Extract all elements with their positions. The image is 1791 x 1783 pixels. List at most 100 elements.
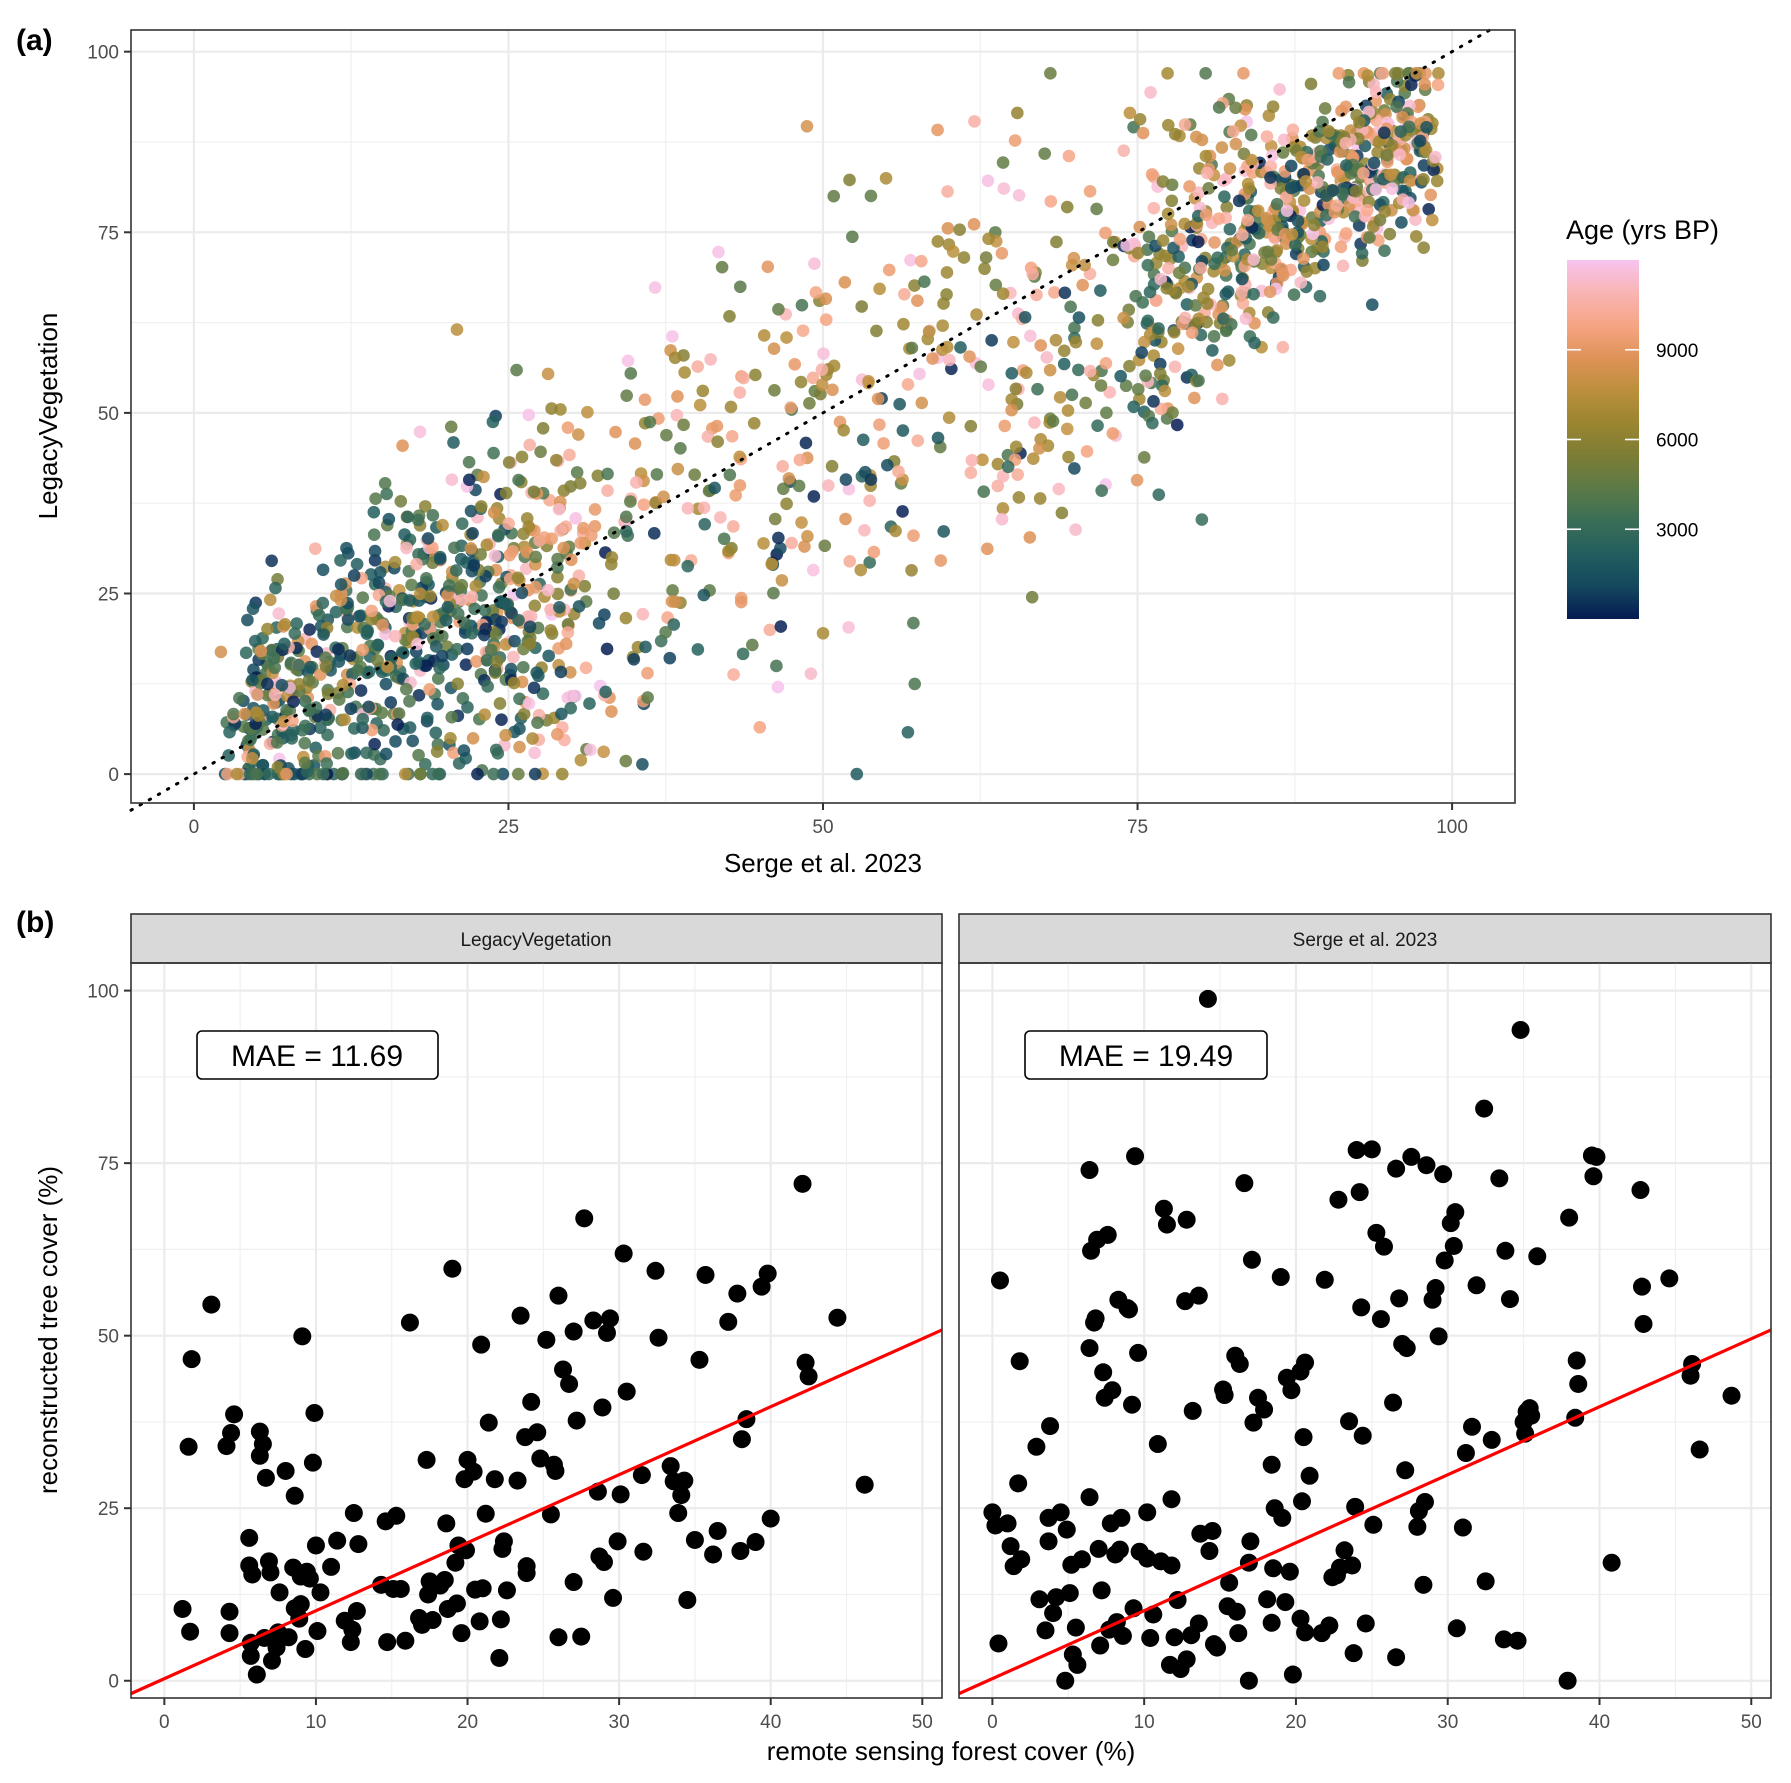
panel-a-point <box>1361 69 1375 82</box>
data-point <box>1157 1215 1176 1234</box>
data-point <box>1344 1644 1363 1663</box>
data-point <box>1098 1225 1117 1244</box>
panel-a-point <box>570 466 584 479</box>
data-point <box>1165 1628 1184 1647</box>
panel-a-point <box>825 459 839 473</box>
panel-a-point <box>1244 128 1258 142</box>
panel-a-point <box>858 523 871 537</box>
data-point <box>1047 1588 1066 1607</box>
colorbar-ticks: 3000 6000 9000 <box>1567 341 1698 541</box>
data-point <box>649 1328 668 1347</box>
panel-a-point <box>1095 484 1108 498</box>
panel-a-point <box>1038 147 1051 160</box>
panel-a-point <box>1211 358 1224 372</box>
x-tick-label: 75 <box>1127 817 1148 838</box>
data-point <box>1482 1430 1501 1449</box>
panel-a-point <box>896 505 909 518</box>
panel-b-right-fit-line <box>958 1328 1772 1696</box>
x-tick-label: 25 <box>498 817 519 838</box>
data-point <box>1634 1314 1653 1333</box>
panel-a-point <box>624 367 638 380</box>
panel-a-point <box>526 732 539 745</box>
panel-a-point <box>1331 165 1344 179</box>
panel-a-point <box>512 613 525 627</box>
panel-a-point <box>531 716 544 729</box>
panel-b-right-strip-label: Serge et al. 2023 <box>1293 930 1438 951</box>
panel-a-point <box>970 308 983 321</box>
panel-a-point <box>418 757 432 771</box>
panel-a-point <box>863 556 877 569</box>
panel-a-point <box>733 479 747 492</box>
data-point <box>1112 1508 1131 1527</box>
data-point <box>1176 1292 1195 1311</box>
panel-a-point <box>747 416 761 430</box>
panel-a-point <box>341 613 355 626</box>
data-point <box>435 1570 454 1589</box>
data-point <box>1177 1210 1196 1229</box>
data-point <box>731 1542 750 1560</box>
panel-a-point <box>567 577 581 591</box>
panel-a-point <box>1318 102 1332 115</box>
panel-a-point <box>550 727 564 741</box>
data-point <box>303 1453 322 1472</box>
panel-a-point <box>321 687 335 701</box>
panel-a-point <box>1069 335 1083 349</box>
panel-a-point <box>1046 414 1060 428</box>
panel-a-point <box>942 411 956 424</box>
panel-a-point <box>447 746 460 760</box>
panel-a-point <box>466 731 480 745</box>
y-tick-label: 100 <box>87 982 119 1003</box>
panel-a-point <box>1167 241 1180 255</box>
data-point <box>1402 1147 1421 1166</box>
panel-a-point <box>329 605 343 619</box>
panel-a-point <box>1012 491 1026 504</box>
panel-a-point <box>529 550 543 564</box>
panel-a-x-axis-title: Serge et al. 2023 <box>724 848 922 878</box>
panel-a-point <box>591 469 605 483</box>
panel-a-point <box>442 579 456 592</box>
data-point <box>1367 1223 1386 1242</box>
panel-a-point <box>954 341 967 354</box>
panel-a-point <box>1322 124 1335 138</box>
panel-a-point <box>511 571 525 585</box>
panel-a-point <box>409 657 423 671</box>
panel-a-point <box>515 450 529 464</box>
panel-a-point <box>491 747 505 760</box>
data-point <box>719 1312 738 1331</box>
data-point <box>1198 989 1217 1008</box>
panel-a-point <box>1425 213 1439 227</box>
panel-a-point <box>572 428 585 441</box>
panel-a-point <box>1024 329 1037 343</box>
panel-a-point <box>450 323 464 336</box>
panel-a-point <box>708 481 721 495</box>
panel-a-point <box>1094 284 1107 297</box>
panel-a-point <box>1117 311 1130 325</box>
data-point <box>704 1545 723 1564</box>
data-point <box>308 1622 327 1641</box>
panel-a-point <box>1229 101 1242 115</box>
panel-a-point <box>1068 462 1081 475</box>
panel-a-point <box>239 646 253 660</box>
panel-a-point <box>1307 218 1321 232</box>
panel-a-point <box>725 430 739 443</box>
panel-a-point <box>850 767 864 781</box>
panel-a-point <box>1131 246 1145 260</box>
panel-a-point <box>1058 286 1072 300</box>
panel-a-point <box>469 579 483 593</box>
data-point <box>732 1430 751 1449</box>
panel-a-point <box>448 541 461 555</box>
data-point <box>243 1565 262 1584</box>
panel-a-point <box>1273 83 1286 96</box>
panel-a-point <box>1043 363 1057 377</box>
panel-a-point <box>733 280 747 294</box>
data-point <box>335 1611 354 1630</box>
panel-a-point <box>365 723 379 737</box>
data-point <box>1356 1614 1375 1633</box>
data-point <box>1060 1584 1079 1603</box>
panel-a-point <box>879 171 893 185</box>
panel-a-point <box>371 638 385 652</box>
panel-a-point <box>488 549 502 563</box>
panel-a-point <box>733 386 747 399</box>
data-point <box>1374 1237 1393 1256</box>
panel-a-point <box>445 473 459 486</box>
